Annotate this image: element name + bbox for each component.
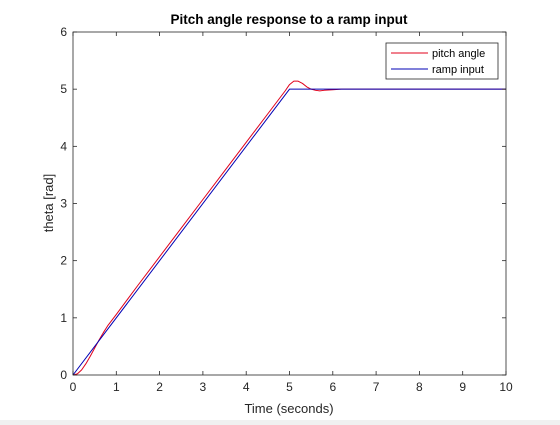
x-tick-label: 7 (373, 380, 380, 394)
x-tick-label: 5 (286, 380, 293, 394)
plot-area (73, 32, 506, 375)
y-tick-label: 6 (60, 25, 67, 39)
legend-box (385, 42, 499, 80)
y-tick-label: 4 (60, 139, 67, 153)
x-tick-label: 4 (243, 380, 250, 394)
x-axis-label: Time (seconds) (244, 401, 333, 416)
x-tick-label: 1 (113, 380, 120, 394)
chart-title: Pitch angle response to a ramp input (170, 12, 408, 27)
y-tick-label: 5 (60, 82, 67, 96)
x-tick-label: 3 (200, 380, 207, 394)
x-tick-label: 10 (499, 380, 513, 394)
series-layer (72, 80, 506, 376)
tick-layer: 0 1 2 3 4 5 6 7 8 9 10 0 1 2 3 4 5 6 (60, 25, 513, 394)
legend-label-ramp-input: ramp input (432, 64, 484, 76)
x-tick-label: 8 (416, 380, 423, 394)
y-tick-label: 0 (60, 368, 67, 382)
y-tick-label: 1 (60, 311, 67, 325)
axes-box (72, 31, 507, 376)
y-tick-label: 3 (60, 197, 67, 211)
series-line-ramp-input (72, 88, 506, 376)
legend-label-pitch-angle: pitch angle (432, 48, 485, 60)
x-tick-label: 0 (70, 380, 77, 394)
y-axis-label: theta [rad] (41, 174, 56, 233)
y-tick-label: 2 (60, 254, 67, 268)
x-tick-label: 9 (459, 380, 466, 394)
legend: pitch angle ramp input (385, 42, 499, 80)
x-tick-label: 6 (329, 380, 336, 394)
x-tick-label: 2 (156, 380, 163, 394)
